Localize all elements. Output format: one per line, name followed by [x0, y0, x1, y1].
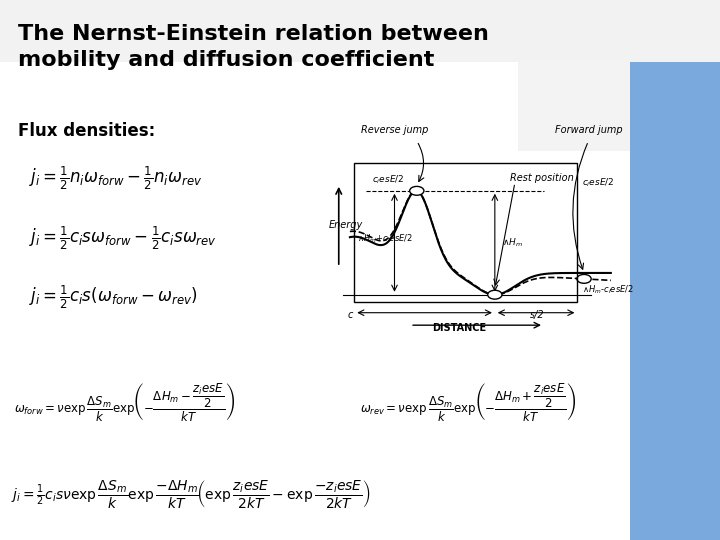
- Text: $j_i = \frac{1}{2}c_is\nu\exp\dfrac{\Delta S_m}{k}\exp\dfrac{-\Delta H_m}{kT}\!\: $j_i = \frac{1}{2}c_is\nu\exp\dfrac{\Del…: [11, 478, 370, 510]
- Text: Reverse jump: Reverse jump: [361, 125, 428, 134]
- Circle shape: [487, 291, 502, 299]
- Text: $c_iesE/2$: $c_iesE/2$: [372, 173, 405, 186]
- Text: Rest position: Rest position: [510, 173, 574, 183]
- Text: Forward jump: Forward jump: [554, 125, 622, 134]
- Text: $\wedge H_m$-$c_iesE/2$: $\wedge H_m$-$c_iesE/2$: [582, 284, 634, 296]
- Text: DISTANCE: DISTANCE: [433, 323, 487, 333]
- Text: c: c: [347, 310, 353, 320]
- Circle shape: [577, 274, 591, 284]
- Text: $\wedge H_m$+$c_iesE/2$: $\wedge H_m$+$c_iesE/2$: [356, 232, 413, 245]
- Text: $\omega_{forw} = \nu\exp\dfrac{\Delta S_m}{k}\exp\!\left(-\dfrac{\Delta H_m - \d: $\omega_{forw} = \nu\exp\dfrac{\Delta S_…: [14, 381, 235, 423]
- Text: $c_iesE/2$: $c_iesE/2$: [582, 176, 614, 189]
- Text: $\wedge H_m$: $\wedge H_m$: [502, 237, 523, 249]
- Bar: [630, 62, 720, 540]
- Text: $j_i = \frac{1}{2}c_is\omega_{forw} - \frac{1}{2}c_is\omega_{rev}$: $j_i = \frac{1}{2}c_is\omega_{forw} - \f…: [29, 224, 217, 252]
- Text: The Nernst-Einstein relation between
mobility and diffusion coefficient: The Nernst-Einstein relation between mob…: [18, 24, 489, 70]
- Text: Flux densities:: Flux densities:: [18, 122, 156, 139]
- Bar: [354, 163, 577, 302]
- Text: Energy: Energy: [329, 220, 363, 231]
- Bar: [518, 0, 630, 151]
- Text: $\omega_{rev} = \nu\exp\dfrac{\Delta S_m}{k}\exp\!\left(-\dfrac{\Delta H_m + \df: $\omega_{rev} = \nu\exp\dfrac{\Delta S_m…: [360, 381, 577, 423]
- Text: $j_i = \frac{1}{2}n_i\omega_{forw} - \frac{1}{2}n_i\omega_{rev}$: $j_i = \frac{1}{2}n_i\omega_{forw} - \fr…: [29, 165, 202, 192]
- Circle shape: [410, 186, 424, 195]
- Text: $j_i = \frac{1}{2}c_is(\omega_{forw} - \omega_{rev})$: $j_i = \frac{1}{2}c_is(\omega_{forw} - \…: [29, 284, 197, 311]
- Text: s/2: s/2: [530, 310, 544, 320]
- Bar: [0, 0, 720, 62]
